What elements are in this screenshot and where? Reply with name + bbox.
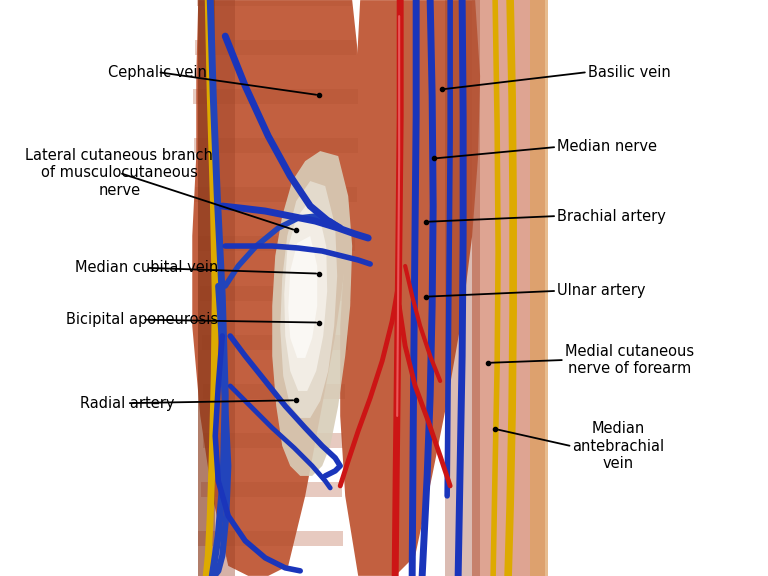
- Polygon shape: [198, 531, 343, 546]
- Polygon shape: [472, 0, 545, 576]
- Text: Medial cutaneous
nerve of forearm: Medial cutaneous nerve of forearm: [564, 344, 694, 376]
- Text: Cephalic vein: Cephalic vein: [108, 65, 207, 79]
- Polygon shape: [284, 204, 327, 391]
- Polygon shape: [194, 89, 358, 104]
- Polygon shape: [198, 0, 215, 576]
- Polygon shape: [204, 384, 345, 399]
- Text: Radial artery: Radial artery: [80, 396, 174, 411]
- Polygon shape: [200, 286, 351, 301]
- Polygon shape: [530, 0, 548, 576]
- Polygon shape: [194, 40, 356, 55]
- Polygon shape: [195, 187, 357, 202]
- Text: Ulnar artery: Ulnar artery: [557, 283, 645, 298]
- Polygon shape: [201, 482, 343, 497]
- Text: Basilic vein: Basilic vein: [588, 65, 670, 79]
- Text: Median nerve: Median nerve: [557, 139, 657, 154]
- Text: Median cubital vein: Median cubital vein: [74, 260, 218, 275]
- Polygon shape: [197, 237, 355, 252]
- Polygon shape: [340, 0, 480, 576]
- Polygon shape: [445, 0, 480, 576]
- Polygon shape: [203, 433, 343, 448]
- Polygon shape: [194, 138, 358, 153]
- Polygon shape: [272, 151, 353, 476]
- Polygon shape: [192, 0, 360, 576]
- Text: Lateral cutaneous branch
of musculocutaneous
nerve: Lateral cutaneous branch of musculocutan…: [25, 148, 214, 198]
- Polygon shape: [288, 236, 317, 358]
- Polygon shape: [280, 181, 337, 418]
- Text: Median
antebrachial
vein: Median antebrachial vein: [572, 422, 664, 471]
- Text: Brachial artery: Brachial artery: [557, 209, 666, 223]
- Polygon shape: [202, 335, 348, 350]
- Polygon shape: [198, 0, 235, 576]
- Text: Bicipital aponeurosis: Bicipital aponeurosis: [66, 312, 218, 327]
- Polygon shape: [197, 0, 353, 6]
